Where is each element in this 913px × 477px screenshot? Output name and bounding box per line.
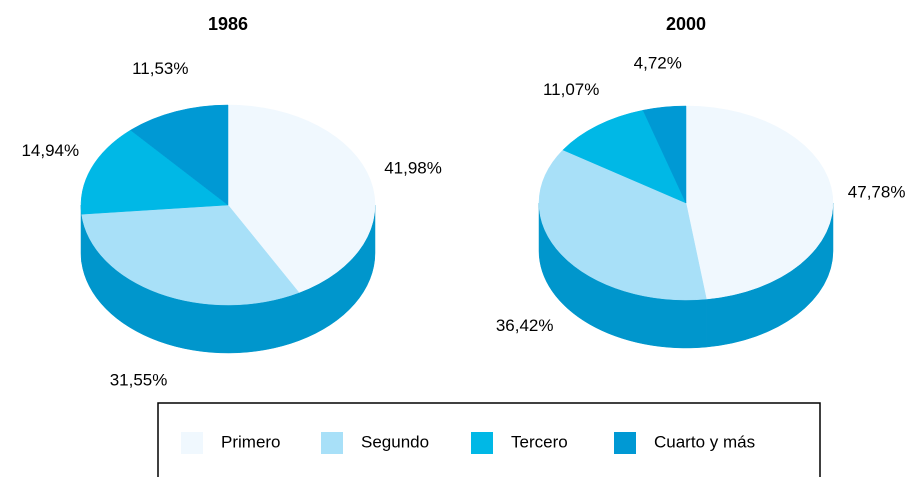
pie-slice [130,104,229,206]
data-label: 36,42% [496,316,554,335]
legend-swatch [181,432,203,454]
pie-slice [685,105,834,300]
data-label: 4,72% [634,53,682,72]
pie-slice [538,149,707,301]
legend-swatch [471,432,493,454]
legend-label: Cuarto y más [654,432,755,451]
legend-swatch [614,432,636,454]
pie-slice [642,105,687,204]
pie-slice [80,129,229,215]
legend-frame [157,402,821,477]
data-label: 11,53% [132,59,188,78]
data-label: 11,07% [543,80,599,99]
legend-swatch [321,432,343,454]
chart-title: 2000 [666,14,706,34]
chart-title: 1986 [208,14,248,34]
data-label: 47,78% [848,183,906,202]
data-label: 14,94% [21,141,79,160]
data-label: 41,98% [384,158,442,177]
pie-slice [227,104,376,293]
legend-label: Segundo [361,432,429,451]
data-label: 31,55% [110,371,168,390]
pie-slice [81,204,300,306]
pie-slice [562,109,687,204]
legend-label: Primero [221,432,281,451]
legend-label: Tercero [511,432,568,451]
